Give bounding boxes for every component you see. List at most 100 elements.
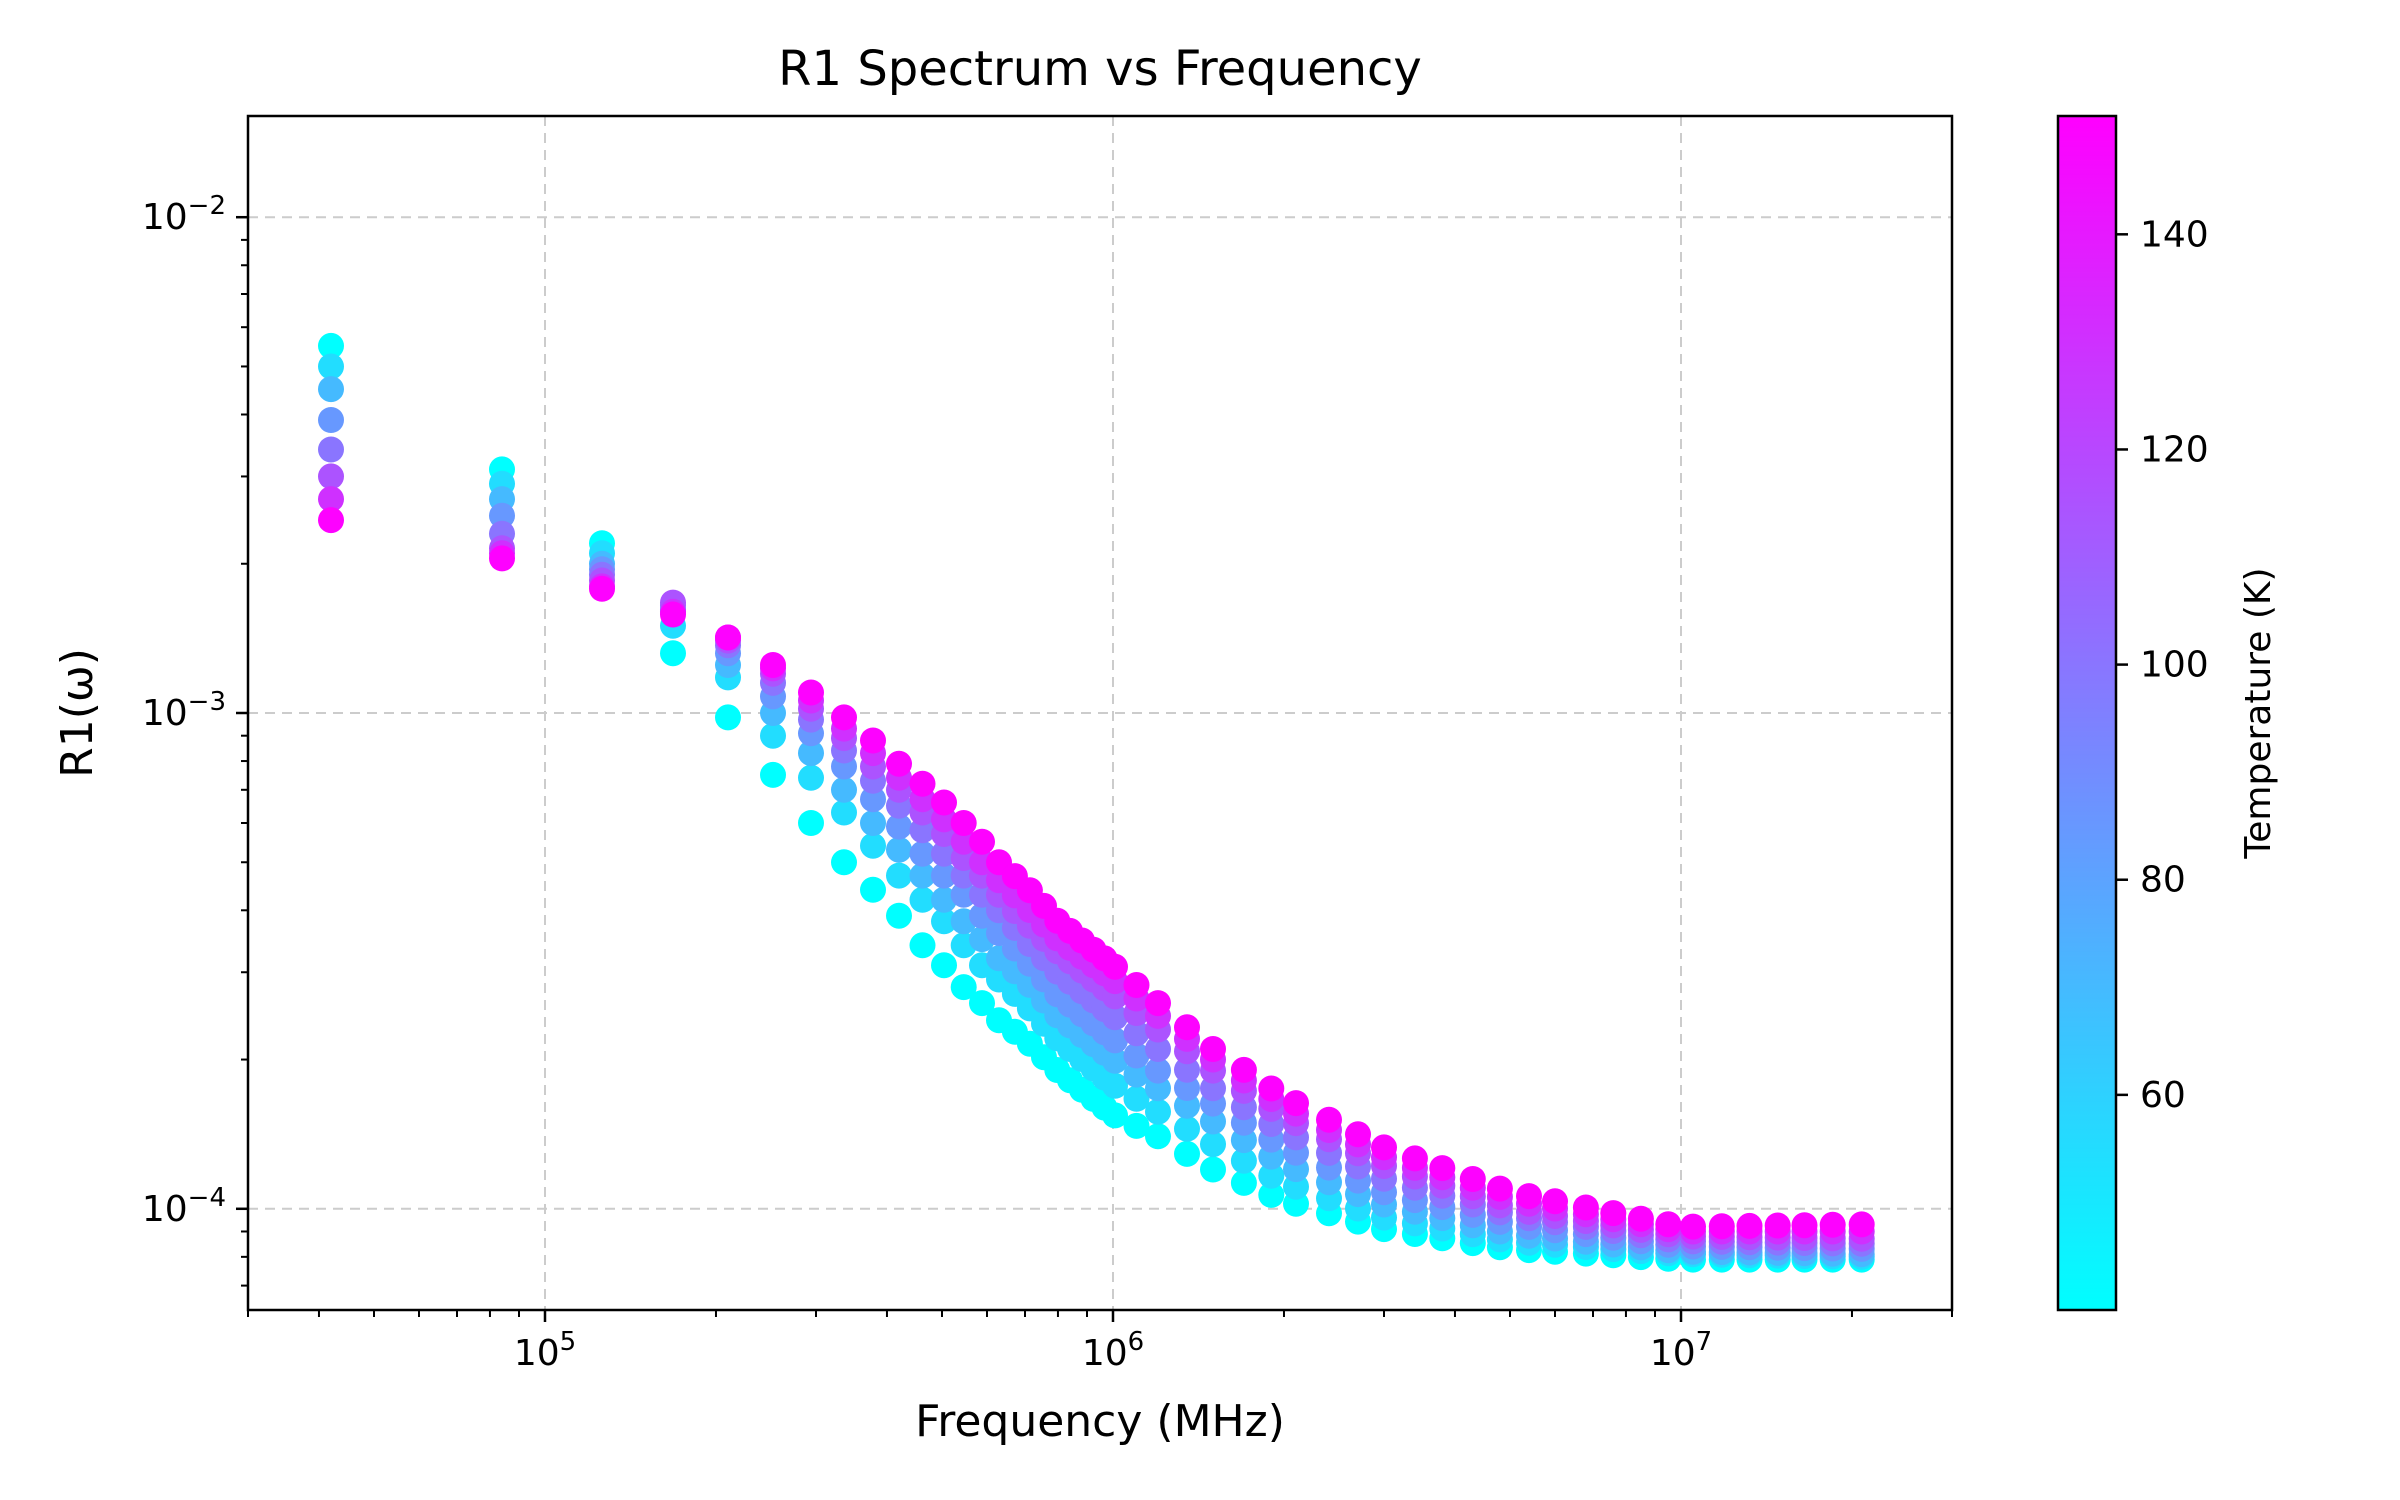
data-point xyxy=(1145,1098,1171,1125)
colorbar-ticks: 60 80 100 120 140 xyxy=(2116,214,2209,1116)
data-point xyxy=(798,740,824,767)
data-point xyxy=(950,974,977,1001)
data-point xyxy=(1371,1134,1397,1161)
data-point xyxy=(318,507,344,534)
data-point xyxy=(860,810,886,836)
data-point xyxy=(1123,1061,1150,1088)
data-point xyxy=(1200,1156,1226,1183)
data-point xyxy=(760,722,786,749)
data-point xyxy=(931,840,957,867)
data-point xyxy=(1123,1112,1150,1139)
data-point xyxy=(831,849,857,876)
data-point xyxy=(318,353,344,380)
data-point xyxy=(950,810,977,836)
data-point xyxy=(931,952,957,979)
data-point xyxy=(1680,1213,1706,1240)
data-point xyxy=(1764,1212,1791,1239)
data-point xyxy=(660,601,686,628)
data-point xyxy=(1429,1155,1456,1182)
data-point xyxy=(1200,1131,1226,1158)
data-point xyxy=(950,828,977,855)
x-axis-label: Frequency (MHz) xyxy=(915,1396,1285,1447)
data-point xyxy=(1572,1194,1599,1221)
data-point xyxy=(1600,1200,1627,1227)
data-point xyxy=(1486,1175,1513,1202)
data-point xyxy=(831,776,857,803)
data-point xyxy=(886,813,912,840)
data-point xyxy=(1230,1169,1257,1196)
data-point xyxy=(831,704,857,731)
y-tick-label: 10−2 xyxy=(142,191,226,238)
data-point xyxy=(1200,1036,1226,1062)
colorbar-tick-label: 80 xyxy=(2140,860,2186,901)
data-points xyxy=(318,332,1875,1273)
data-point xyxy=(1123,1020,1150,1047)
y-axis-ticks: 10−4 10−3 10−2 xyxy=(142,191,248,1287)
data-point xyxy=(798,810,824,836)
data-point xyxy=(1102,1102,1128,1129)
data-point xyxy=(318,436,344,463)
data-point xyxy=(860,727,886,754)
data-point xyxy=(589,575,615,602)
colorbar-tick-label: 120 xyxy=(2140,429,2209,470)
x-tick-label: 105 xyxy=(514,1327,576,1374)
data-point xyxy=(931,908,957,935)
data-point xyxy=(1102,1027,1128,1054)
data-point xyxy=(886,836,912,863)
data-point xyxy=(950,881,977,908)
data-point xyxy=(1102,1004,1128,1031)
colorbar-tick-label: 140 xyxy=(2140,214,2209,255)
data-point xyxy=(1542,1188,1568,1215)
data-point xyxy=(909,817,936,844)
data-point xyxy=(1258,1075,1285,1102)
x-axis-ticks: 105 106 107 xyxy=(247,1310,1953,1374)
data-point xyxy=(1258,1162,1285,1189)
data-point xyxy=(715,624,741,651)
data-point xyxy=(860,832,886,859)
colorbar-label: Temperature (K) xyxy=(2238,567,2279,859)
colorbar-tick-label: 100 xyxy=(2140,645,2209,686)
data-point xyxy=(318,486,344,513)
data-point xyxy=(969,828,995,855)
data-point xyxy=(1145,1036,1171,1062)
data-point xyxy=(489,502,515,529)
data-point xyxy=(798,679,824,706)
data-point xyxy=(1123,1085,1150,1112)
data-point xyxy=(1145,1057,1171,1084)
data-point xyxy=(1819,1211,1846,1238)
data-point xyxy=(1174,1014,1200,1041)
data-point xyxy=(1102,1047,1128,1074)
data-point xyxy=(1316,1106,1342,1133)
data-point xyxy=(1627,1205,1654,1232)
data-point xyxy=(1174,1092,1200,1119)
y-tick-label: 10−4 xyxy=(142,1183,226,1230)
data-point xyxy=(860,786,886,813)
data-point xyxy=(1848,1211,1875,1238)
data-point xyxy=(1145,1123,1171,1150)
data-point xyxy=(318,407,344,433)
data-point xyxy=(1459,1166,1486,1192)
data-point xyxy=(1123,972,1150,998)
data-point xyxy=(1345,1121,1371,1148)
data-point xyxy=(1174,1140,1200,1167)
colorbar xyxy=(2056,114,2118,1312)
data-point xyxy=(318,376,344,403)
y-tick-label: 10−3 xyxy=(142,687,226,734)
chart-title: R1 Spectrum vs Frequency xyxy=(778,41,1422,97)
data-point xyxy=(1145,990,1171,1017)
data-point xyxy=(318,332,344,359)
data-point xyxy=(1230,1147,1257,1174)
data-point xyxy=(1123,1042,1150,1069)
data-point xyxy=(831,799,857,826)
data-point xyxy=(1174,1056,1200,1083)
gridlines xyxy=(248,116,1952,1310)
y-axis-label: R1(ω) xyxy=(52,648,103,778)
data-point xyxy=(886,750,912,777)
data-point xyxy=(931,789,957,816)
data-point xyxy=(1174,1075,1200,1101)
data-point xyxy=(318,463,344,490)
data-point xyxy=(1283,1090,1309,1117)
data-point xyxy=(1174,1115,1200,1142)
data-point xyxy=(931,862,957,889)
data-point xyxy=(909,932,936,959)
